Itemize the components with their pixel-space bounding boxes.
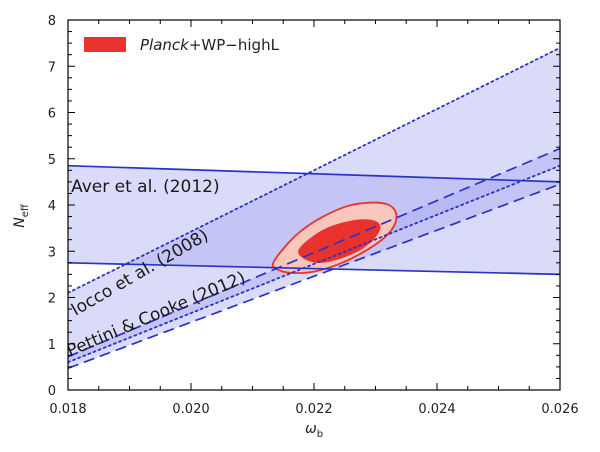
band-2-lower-line: [68, 183, 560, 370]
y-tick-label: 1: [48, 338, 56, 353]
x-tick-label: 0.018: [49, 402, 86, 417]
y-tick-label: 5: [48, 153, 56, 168]
legend: Planck+WP−highL: [84, 36, 280, 54]
y-tick-label: 4: [48, 199, 56, 214]
y-tick-label: 6: [48, 107, 56, 122]
x-tick-labels: 0.018 0.020 0.022 0.024 0.026: [49, 402, 578, 417]
band-0-lower-line: [68, 261, 560, 276]
band-label-0: Aver et al. (2012): [71, 177, 220, 197]
legend-label: Planck+WP−highL: [140, 36, 280, 54]
plot-area: [68, 20, 560, 390]
x-tick-label: 0.020: [172, 402, 209, 417]
y-tick-label: 7: [48, 60, 56, 75]
y-tick-label: 0: [48, 384, 56, 399]
x-tick-label: 0.024: [418, 402, 455, 417]
band-fill-0: [68, 165, 560, 275]
x-tick-label: 0.022: [295, 402, 332, 417]
band-1-lower-line: [68, 164, 560, 364]
band-0-upper-line: [68, 164, 560, 183]
band-2-upper-line: [68, 147, 560, 358]
y-tick-labels: 0 1 2 3 4 5 6 7 8: [48, 14, 56, 399]
x-axis-title: ωb: [305, 421, 323, 440]
x-tick-label: 0.026: [541, 402, 578, 417]
axis-ticks: [67, 19, 561, 391]
y-tick-label: 3: [48, 245, 56, 260]
y-tick-label: 8: [48, 14, 56, 29]
band-fill-1: [68, 47, 560, 363]
y-tick-label: 2: [48, 292, 56, 307]
legend-swatch: [84, 37, 126, 52]
constraint-band-lines: [68, 46, 560, 370]
band-1-upper-line: [68, 46, 560, 294]
y-axis-title: Neff: [12, 203, 31, 228]
